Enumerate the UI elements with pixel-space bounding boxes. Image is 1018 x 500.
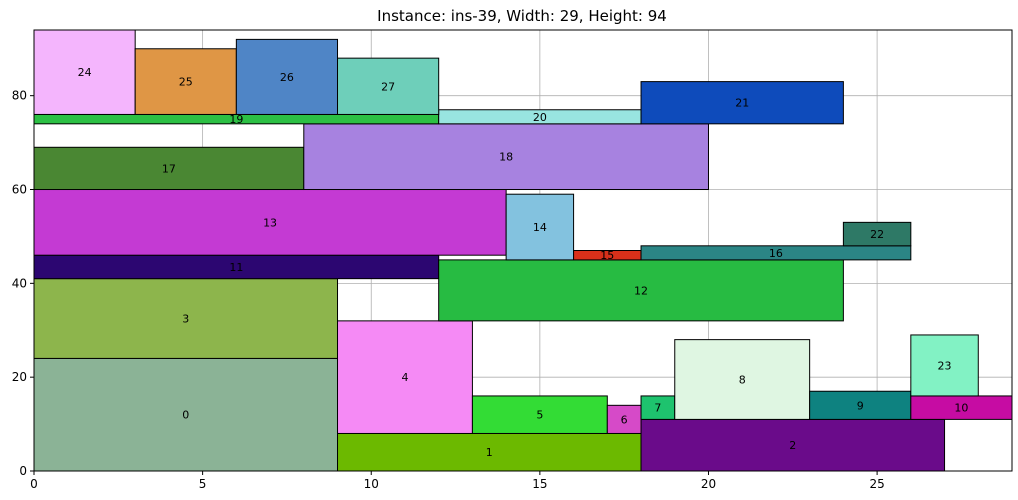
rect-label-8: 8 [739,374,746,387]
rect-18 [303,123,709,191]
x-tick-label: 10 [364,477,379,491]
rect-label-21: 21 [735,97,749,110]
rect-label-18: 18 [499,151,513,164]
y-tick-label: 60 [12,183,27,197]
rect-label-26: 26 [280,71,294,84]
rect-label-2: 2 [789,439,796,452]
rect-label-4: 4 [401,371,408,384]
rect-label-25: 25 [179,76,193,89]
rect-label-10: 10 [954,402,968,415]
rect-label-7: 7 [654,402,661,415]
rect-5 [471,395,608,434]
rect-12 [438,259,844,322]
rect-26 [235,38,339,115]
rect-label-11: 11 [229,261,243,274]
rect-label-20: 20 [533,111,547,124]
rect-label-27: 27 [381,80,395,93]
rect-23 [910,334,979,397]
rect-label-16: 16 [769,247,783,260]
rect-3 [33,278,339,359]
rect-27 [337,57,440,115]
rect-label-24: 24 [78,66,92,79]
rect-4 [337,320,473,434]
rect-1 [337,432,642,472]
rect-label-6: 6 [621,413,628,426]
rect-label-5: 5 [536,409,543,422]
rect-label-14: 14 [533,221,547,234]
rect-label-3: 3 [182,313,189,326]
y-tick-label: 0 [19,464,27,478]
plot-frame [33,29,1013,472]
rect-label-17: 17 [162,162,176,175]
rect-16 [640,245,912,261]
rect-24 [33,29,136,115]
rect-label-19: 19 [229,113,243,126]
rect-13 [33,189,507,256]
rect-label-0: 0 [182,409,189,422]
chart-title: Instance: ins-39, Width: 29, Height: 94 [377,7,667,25]
x-tick-label: 15 [532,477,547,491]
rect-label-9: 9 [857,399,864,412]
rect-label-23: 23 [938,359,952,372]
x-tick-label: 5 [199,477,207,491]
rect-14 [505,193,575,261]
rect-label-15: 15 [600,249,614,262]
rect-label-22: 22 [870,228,884,241]
rect-17 [33,146,305,191]
rect-21 [640,81,844,125]
y-tick-label: 40 [12,276,27,290]
rect-22 [842,221,912,247]
y-tick-label: 80 [12,89,27,103]
rect-label-13: 13 [263,216,277,229]
x-tick-label: 0 [30,477,38,491]
rect-label-1: 1 [486,446,493,459]
rect-6 [606,404,642,434]
x-tick-label: 20 [701,477,716,491]
rect-label-12: 12 [634,284,648,297]
rect-2 [640,418,946,472]
x-tick-label: 25 [869,477,884,491]
rect-8 [674,339,811,420]
y-tick-label: 20 [12,370,27,384]
rect-0 [33,357,339,472]
